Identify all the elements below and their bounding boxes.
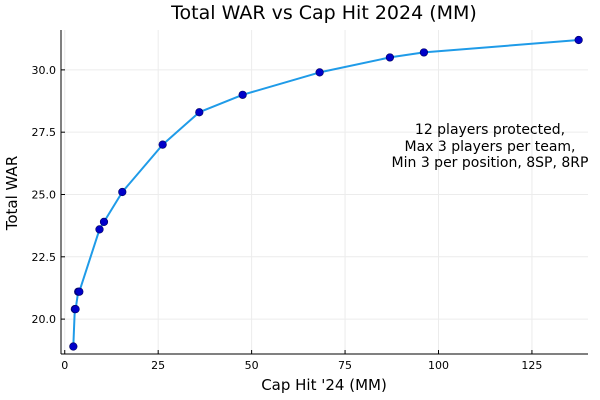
x-tick-label: 0 (61, 359, 68, 372)
y-tick-label: 22.5 (32, 251, 57, 264)
x-axis-title: Cap Hit '24 (MM) (261, 376, 387, 394)
data-point (195, 108, 204, 117)
y-tick-label: 30.0 (32, 64, 57, 77)
axes (60, 30, 588, 355)
x-tick-label: 25 (151, 359, 165, 372)
data-point (238, 90, 247, 99)
x-tick-label: 50 (245, 359, 259, 372)
y-axis-title: Total WAR (3, 156, 21, 232)
annotation-line-3: Min 3 per position, 8SP, 8RP (392, 155, 589, 171)
data-point (158, 140, 167, 149)
ticks: 0 25 50 75 100 125 20.0 22.5 25.0 27.5 30.0 (32, 64, 543, 372)
data-point (118, 187, 127, 197)
annotation-line-1: 12 players protected, (415, 122, 565, 138)
data-point (95, 225, 104, 234)
x-tick-label: 100 (428, 359, 449, 372)
data-point (419, 48, 429, 57)
annotation-line-2: Max 3 players per team, (405, 139, 576, 155)
x-tick-label: 75 (338, 359, 352, 372)
data-point (75, 287, 84, 296)
data-point (71, 305, 80, 314)
y-tick-label: 25.0 (32, 188, 57, 201)
chart-title: Total WAR vs Cap Hit 2024 (MM) (170, 2, 477, 24)
x-tick-label: 125 (521, 359, 542, 372)
data-point (99, 217, 109, 227)
data-point (69, 342, 78, 351)
series (69, 35, 583, 351)
data-point (574, 35, 583, 45)
data-point (385, 53, 395, 62)
y-tick-label: 20.0 (32, 313, 57, 326)
series-line (72, 39, 579, 347)
data-point (315, 68, 324, 77)
grid-lines (61, 30, 588, 354)
annotation: 12 players protected, Max 3 players per … (392, 122, 589, 171)
y-tick-label: 27.5 (32, 126, 57, 139)
